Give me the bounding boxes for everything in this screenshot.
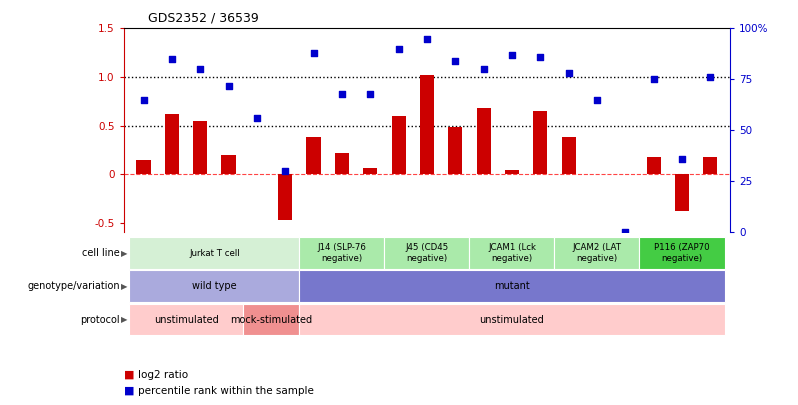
Text: ▶: ▶ [121, 249, 128, 258]
Text: J14 (SLP-76
negative): J14 (SLP-76 negative) [318, 243, 366, 263]
Point [534, 54, 547, 60]
Bar [476, 108, 491, 174]
Text: mutant: mutant [494, 281, 530, 291]
Bar [639, 237, 725, 269]
Point [165, 56, 178, 62]
Point [307, 49, 320, 56]
Text: ▶: ▶ [121, 282, 128, 291]
Point [477, 66, 490, 72]
Bar [420, 75, 434, 174]
Point [704, 74, 717, 81]
Text: JCAM1 (Lck
negative): JCAM1 (Lck negative) [488, 243, 536, 263]
Bar [703, 157, 717, 174]
Bar [222, 155, 235, 174]
Bar [385, 237, 469, 269]
Bar [193, 121, 207, 174]
Bar [469, 237, 555, 269]
Bar [299, 271, 725, 302]
Text: P116 (ZAP70
negative): P116 (ZAP70 negative) [654, 243, 709, 263]
Bar [129, 304, 243, 335]
Text: ■: ■ [124, 370, 138, 379]
Point [619, 229, 632, 236]
Text: ▶: ▶ [121, 315, 128, 324]
Text: protocol: protocol [80, 315, 120, 324]
Bar [505, 170, 519, 174]
Bar [243, 304, 299, 335]
Bar [299, 304, 725, 335]
Text: log2 ratio: log2 ratio [138, 370, 188, 379]
Bar [306, 137, 321, 174]
Text: genotype/variation: genotype/variation [27, 281, 120, 291]
Bar [392, 116, 405, 174]
Bar [646, 157, 661, 174]
Text: ■: ■ [124, 386, 138, 396]
Point [392, 45, 405, 52]
Point [251, 115, 263, 122]
Text: unstimulated: unstimulated [154, 315, 219, 324]
Point [335, 90, 348, 97]
Point [137, 96, 150, 103]
Text: GDS2352 / 36539: GDS2352 / 36539 [148, 11, 259, 24]
Bar [675, 174, 689, 211]
Text: mock-stimulated: mock-stimulated [230, 315, 312, 324]
Bar [363, 168, 377, 174]
Bar [533, 111, 547, 174]
Bar [164, 114, 179, 174]
Text: cell line: cell line [82, 248, 120, 258]
Point [364, 90, 377, 97]
Bar [129, 271, 299, 302]
Point [563, 70, 575, 77]
Point [506, 52, 519, 58]
Bar [562, 137, 575, 174]
Bar [555, 237, 639, 269]
Bar [279, 174, 292, 220]
Point [449, 58, 462, 64]
Point [676, 156, 689, 162]
Bar [136, 160, 151, 174]
Bar [299, 237, 385, 269]
Point [222, 82, 235, 89]
Point [194, 66, 207, 72]
Bar [335, 153, 349, 174]
Text: unstimulated: unstimulated [480, 315, 544, 324]
Text: JCAM2 (LAT
negative): JCAM2 (LAT negative) [572, 243, 622, 263]
Text: percentile rank within the sample: percentile rank within the sample [138, 386, 314, 396]
Point [279, 168, 291, 175]
Point [591, 96, 603, 103]
Text: Jurkat T cell: Jurkat T cell [189, 249, 239, 258]
Point [421, 35, 433, 42]
Text: wild type: wild type [192, 281, 237, 291]
Point [647, 76, 660, 83]
Bar [129, 237, 299, 269]
Text: J45 (CD45
negative): J45 (CD45 negative) [405, 243, 448, 263]
Bar [448, 128, 462, 174]
